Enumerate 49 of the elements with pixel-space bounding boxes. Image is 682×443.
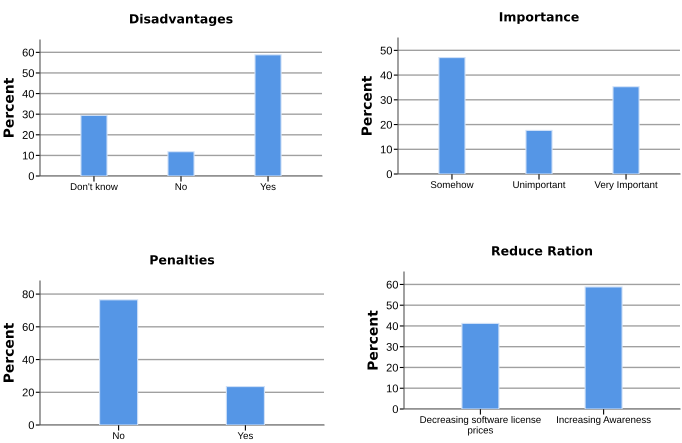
y-axis-title: Percent — [4, 78, 14, 138]
y-tick-label: 20 — [386, 364, 398, 372]
x-tick-label: No — [176, 183, 187, 190]
x-tick-label: Yes — [238, 432, 253, 440]
y-tick-label: 10 — [386, 384, 398, 392]
y-axis-title: Percent — [362, 76, 372, 136]
bar — [525, 130, 553, 174]
y-tick-label: 50 — [380, 46, 392, 54]
x-tick-label: Unimportant — [513, 180, 566, 190]
bar — [254, 54, 282, 176]
y-tick-label: 0 — [392, 405, 398, 414]
x-tick-label: Very Important — [594, 181, 658, 190]
x-tick-label: No — [113, 432, 124, 440]
x-tick-label: Don't know — [70, 182, 118, 190]
y-tick-label: 50 — [22, 69, 34, 78]
y-tick-label: 80 — [22, 290, 34, 298]
y-tick-label: 40 — [386, 322, 398, 330]
y-tick-label: 0 — [386, 170, 392, 178]
y-tick-label: 40 — [22, 356, 34, 364]
chart-title: Disadvantages — [130, 14, 233, 26]
y-tick-label: 50 — [386, 301, 398, 310]
chart-title: Importance — [500, 12, 579, 24]
bar — [612, 86, 640, 174]
bar — [438, 56, 466, 174]
bar — [167, 151, 195, 176]
y-tick-label: 10 — [380, 146, 392, 154]
y-tick-label: 60 — [22, 323, 34, 331]
x-tick-label: Increasing Awareness — [557, 416, 651, 426]
y-tick-label: 20 — [22, 131, 34, 139]
chart-title: Penalties — [150, 254, 214, 265]
y-axis-title: Percent — [4, 323, 14, 382]
y-tick-label: 40 — [380, 71, 392, 80]
y-tick-label: 30 — [380, 96, 392, 104]
y-tick-label: 20 — [22, 388, 34, 396]
y-tick-label: 10 — [22, 152, 34, 160]
bar — [80, 114, 108, 176]
y-tick-label: 30 — [22, 110, 34, 118]
x-tick-label: Somehow — [430, 180, 474, 188]
y-tick-label: 0 — [28, 421, 34, 430]
y-tick-label: 0 — [28, 172, 34, 180]
y-tick-label: 60 — [22, 48, 34, 56]
x-tick-label: Decreasing software license prices — [420, 416, 541, 436]
y-tick-label: 20 — [380, 120, 392, 129]
y-tick-label: 40 — [22, 90, 34, 98]
y-tick-label: 30 — [386, 342, 398, 351]
x-tick-label: Yes — [260, 183, 276, 190]
chart-title: Reduce Ration — [492, 246, 592, 256]
y-tick-label: 60 — [386, 280, 398, 289]
y-axis-title: Percent — [368, 310, 378, 370]
